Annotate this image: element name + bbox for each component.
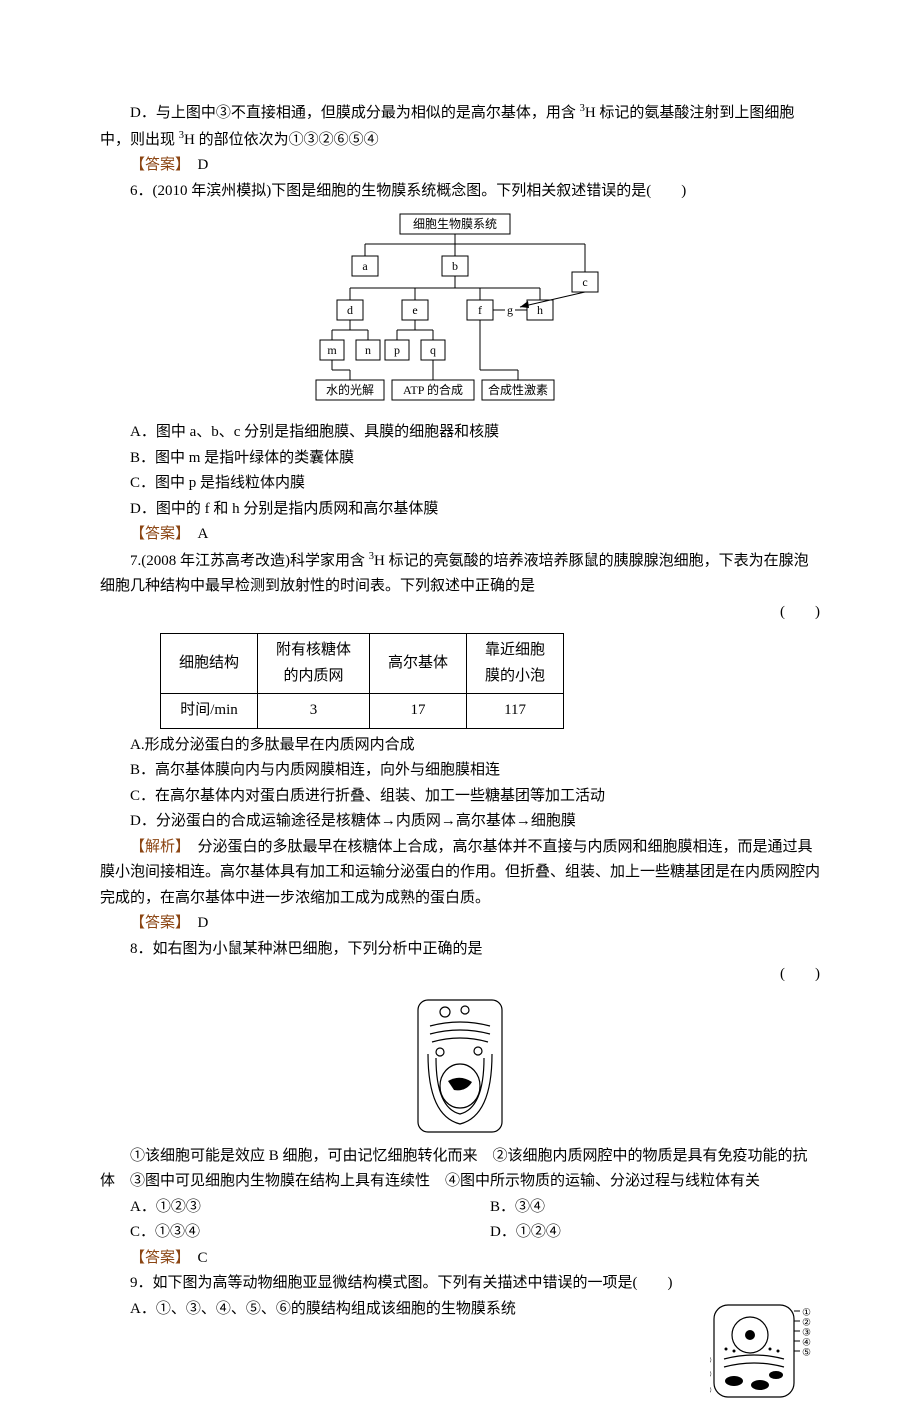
q7-paren: ( ) — [780, 600, 820, 626]
q8-opt-d: D．①②④ — [460, 1220, 820, 1246]
q5-answer-label: 【答案】 — [130, 157, 183, 173]
q7-analysis: 【解析】 分泌蛋白的多肽最早在核糖体上合成，高尔基体并不直接与内质网和细胞膜相连… — [100, 835, 820, 912]
q9-cell-diagram: ① ② ③ ④ ⑤ ⑧ ⑦ ⑥ — [710, 1301, 820, 1401]
th-2: 高尔基体 — [370, 634, 467, 694]
th-0: 细胞结构 — [161, 634, 258, 694]
node-e: e — [412, 303, 417, 317]
q8-answer-label: 【答案】 — [130, 1250, 183, 1266]
node-d: d — [347, 303, 353, 317]
node-b: b — [452, 259, 458, 273]
node-h: h — [537, 303, 543, 317]
td-2: 117 — [467, 694, 564, 729]
q8-opt-b: B．③④ — [460, 1195, 820, 1221]
node-g: g — [507, 303, 513, 317]
q8-stem: 8．如右图为小鼠某种淋巴细胞，下列分析中正确的是 — [100, 937, 820, 963]
q9-stem: 9．如下图为高等动物细胞亚显微结构模式图。下列有关描述中错误的一项是( ) — [100, 1271, 820, 1297]
q5-option-d: D．与上图中③不直接相通，但膜成分最为相似的是高尔基体，用含 3H 标记的氨基酸… — [100, 100, 820, 153]
q8-opt-c: C．①③④ — [100, 1220, 460, 1246]
q6-opt-c: C．图中 p 是指线粒体内膜 — [100, 471, 820, 497]
q9-label-8: ⑧ — [710, 1355, 712, 1366]
node-p: p — [394, 343, 400, 357]
leaf-atp: ATP 的合成 — [403, 382, 463, 397]
node-f: f — [478, 303, 482, 317]
q9-label-5: ⑤ — [802, 1347, 811, 1358]
leaf-hormone: 合成性激素 — [488, 382, 548, 397]
td-0: 3 — [258, 694, 370, 729]
q5-answer-line: 【答案】 D — [100, 153, 820, 179]
q7-analysis-label: 【解析】 — [130, 839, 183, 855]
td-label: 时间/min — [161, 694, 258, 729]
diagram-top-label: 细胞生物膜系统 — [413, 217, 497, 231]
q8-paren: ( ) — [780, 962, 820, 988]
q6-answer-value: A — [198, 526, 209, 542]
q7-opt-b: B．高尔基体膜向内与内质网膜相连，向外与细胞膜相连 — [100, 758, 820, 784]
q8-options-row2: C．①③④ D．①②④ — [100, 1220, 820, 1246]
th-1: 附有核糖体 的内质网 — [258, 634, 370, 694]
q5-answer-value: D — [198, 157, 209, 173]
q9-label-7: ⑦ — [710, 1369, 712, 1380]
q6-opt-d: D．图中的 f 和 h 分别是指内质网和高尔基体膜 — [100, 497, 820, 523]
q6-diagram: 细胞生物膜系统 a b c d e f h g m n — [100, 212, 820, 412]
node-n: n — [365, 343, 371, 357]
q5d-text-post: H 的部位依次为①③②⑥⑤④ — [184, 132, 379, 148]
q8-opt-a: A．①②③ — [100, 1195, 460, 1221]
q6-stem: 6．(2010 年滨州模拟)下图是细胞的生物膜系统概念图。下列相关叙述错误的是(… — [100, 179, 820, 205]
q7-opt-c: C．在高尔基体内对蛋白质进行折叠、组装、加工一些糖基团等加工活动 — [100, 784, 820, 810]
td-1: 17 — [370, 694, 467, 729]
q7-opt-a: A.形成分泌蛋白的多肽最早在内质网内合成 — [100, 733, 820, 759]
q8-cell-diagram — [100, 996, 820, 1136]
q6-opt-b: B．图中 m 是指叶绿体的类囊体膜 — [100, 446, 820, 472]
q9-label-6: ⑥ — [710, 1385, 712, 1396]
table-header-row: 细胞结构 附有核糖体 的内质网 高尔基体 靠近细胞 膜的小泡 — [161, 634, 564, 694]
q8-statements: ①该细胞可能是效应 B 细胞，可由记忆细胞转化而来 ②该细胞内质网腔中的物质是具… — [100, 1144, 820, 1195]
q7-stem-pre: 7.(2008 年江苏高考改造)科学家用含 — [130, 553, 369, 569]
node-q: q — [430, 343, 436, 357]
node-c: c — [582, 275, 587, 289]
q6-opt-a: A．图中 a、b、c 分别是指细胞膜、具膜的细胞器和核膜 — [100, 420, 820, 446]
q7-answer-label: 【答案】 — [130, 915, 183, 931]
table-data-row: 时间/min 3 17 117 — [161, 694, 564, 729]
q7-opt-d: D．分泌蛋白的合成运输途径是核糖体→内质网→高尔基体→细胞膜 — [100, 809, 820, 835]
q8-answer-line: 【答案】 C — [100, 1246, 820, 1272]
q8-answer-value: C — [198, 1250, 208, 1266]
node-a: a — [362, 259, 368, 273]
q6-answer-line: 【答案】 A — [100, 522, 820, 548]
q8-options-row1: A．①②③ B．③④ — [100, 1195, 820, 1221]
q7-answer-value: D — [198, 915, 209, 931]
q5d-text-pre: D．与上图中③不直接相通，但膜成分最为相似的是高尔基体，用含 — [130, 105, 580, 121]
leaf-water: 水的光解 — [326, 382, 374, 397]
node-m: m — [327, 343, 337, 357]
q7-answer-line: 【答案】 D — [100, 911, 820, 937]
q7-analysis-text: 分泌蛋白的多肽最早在核糖体上合成，高尔基体并不直接与内质网和细胞膜相连，而是通过… — [100, 839, 820, 906]
q6-answer-label: 【答案】 — [130, 526, 183, 542]
q7-stem: 7.(2008 年江苏高考改造)科学家用含 3H 标记的亮氨酸的培养液培养豚鼠的… — [100, 548, 820, 600]
th-3: 靠近细胞 膜的小泡 — [467, 634, 564, 694]
q7-table: 细胞结构 附有核糖体 的内质网 高尔基体 靠近细胞 膜的小泡 时间/min 3 … — [160, 633, 564, 729]
